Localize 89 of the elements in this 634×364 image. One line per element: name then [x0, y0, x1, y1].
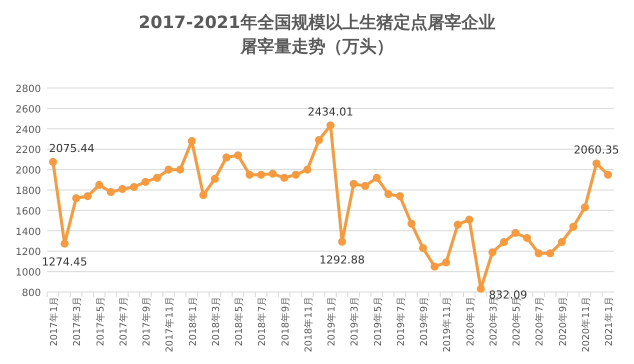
x-tick-label: 2019年3月	[348, 296, 361, 346]
x-tick-label: 2017年1月	[48, 296, 60, 346]
x-tick-label: 2020年7月	[534, 296, 546, 346]
point	[60, 240, 69, 248]
point	[280, 174, 288, 182]
x-tick-label: 2019年5月	[372, 296, 384, 346]
point	[430, 262, 439, 270]
x-tick-label: 2019年1月	[326, 296, 338, 346]
x-tick-label: 2019年7月	[394, 296, 407, 346]
point	[419, 244, 427, 252]
point	[292, 170, 300, 179]
point	[257, 170, 266, 179]
point	[512, 228, 520, 237]
x-tick-label: 2018年11月	[302, 296, 314, 352]
x-tick-label: 2018年7月	[256, 296, 268, 346]
x-tick-label: 2017年9月	[140, 296, 152, 346]
point	[210, 174, 219, 183]
point	[106, 188, 115, 196]
point	[176, 166, 184, 174]
y-tick-label: 1400	[16, 226, 41, 238]
y-tick-label: 2400	[16, 124, 41, 136]
x-tick-label: 2018年9月	[279, 296, 292, 346]
point	[442, 258, 450, 266]
data-label: 2060.35	[574, 143, 620, 156]
point	[268, 170, 277, 178]
y-tick-label: 1000	[16, 268, 41, 279]
point	[384, 190, 392, 198]
x-tick-label: 2019年11月	[441, 296, 454, 352]
point	[534, 249, 543, 258]
point	[326, 121, 334, 130]
point	[350, 180, 358, 188]
y-tick-label: 800	[22, 288, 41, 299]
data-label: 1292.88	[319, 254, 365, 267]
point	[580, 203, 589, 212]
point	[188, 137, 196, 146]
point	[142, 178, 150, 186]
point	[604, 170, 612, 179]
point	[130, 182, 138, 191]
point	[454, 220, 462, 229]
point	[72, 194, 80, 202]
x-tick-label: 2018年5月	[233, 296, 245, 346]
y-tick-label: 1200	[16, 247, 41, 258]
x-tick-label: 2020年1月	[464, 296, 476, 346]
y-tick-label: 1600	[16, 206, 41, 218]
point	[500, 238, 508, 246]
y-tick-label: 2200	[16, 145, 41, 156]
point	[199, 191, 208, 200]
point	[488, 248, 496, 256]
chart-title: 2017-2021年全国规模以上生猪定点屠宰企业屠宰量走势（万头）	[138, 13, 496, 57]
y-tick-label: 1800	[16, 186, 41, 197]
point	[592, 159, 600, 168]
data-label: 1274.45	[42, 256, 88, 269]
y-tick-label: 2600	[16, 104, 41, 116]
y-tick-label: 2000	[16, 166, 41, 177]
point	[164, 166, 173, 174]
point	[303, 166, 312, 174]
point	[246, 170, 254, 179]
point	[314, 136, 323, 144]
point	[569, 222, 578, 231]
point	[372, 174, 381, 182]
y-tick-label: 2800	[16, 84, 41, 95]
x-tick-label: 2019年9月	[418, 296, 430, 346]
x-tick-label: 2017年11月	[164, 296, 176, 352]
point	[234, 151, 242, 160]
point	[546, 249, 554, 258]
data-label: 2434.01	[308, 105, 354, 118]
point	[118, 184, 126, 193]
x-tick-label: 2017年5月	[94, 296, 106, 346]
point	[222, 153, 230, 162]
x-tick-label: 2018年1月	[186, 296, 199, 346]
point	[49, 158, 57, 166]
x-tick-label: 2020年9月	[556, 296, 569, 346]
x-tick-label: 2020年11月	[580, 296, 592, 352]
point	[465, 216, 474, 224]
point	[476, 284, 485, 293]
point	[407, 220, 416, 228]
x-tick-label: 2017年7月	[117, 296, 130, 346]
point	[153, 174, 162, 182]
x-tick-label: 2018年3月	[210, 296, 222, 346]
point	[84, 192, 92, 200]
point	[396, 192, 404, 200]
point	[361, 182, 370, 190]
x-tick-label: 2021年1月	[603, 296, 615, 346]
point	[338, 238, 346, 246]
point	[95, 180, 104, 189]
point	[523, 234, 532, 242]
data-label: 2075.44	[49, 142, 94, 155]
x-tick-label: 2017年3月	[71, 296, 84, 346]
point	[558, 238, 566, 246]
